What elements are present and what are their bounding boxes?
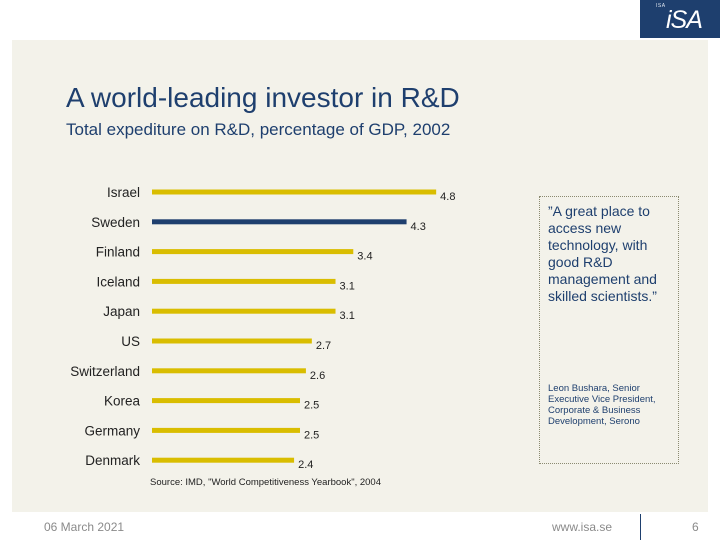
category-label-iceland: Iceland	[96, 274, 140, 289]
value-label-finland: 3.4	[357, 251, 372, 263]
bar-sweden	[152, 219, 407, 225]
bar-germany	[152, 427, 300, 433]
category-label-finland: Finland	[96, 245, 140, 260]
category-label-switzerland: Switzerland	[70, 364, 140, 379]
bar-israel	[152, 189, 437, 195]
bar-korea	[152, 398, 300, 404]
value-label-korea: 2.5	[304, 400, 319, 412]
category-label-korea: Korea	[104, 394, 141, 409]
bar-japan	[152, 308, 336, 314]
chart-subtitle: Total expediture on R&D, percentage of G…	[66, 120, 451, 139]
value-label-switzerland: 2.6	[310, 370, 325, 382]
bar-us	[152, 338, 312, 344]
category-label-sweden: Sweden	[91, 215, 140, 230]
value-label-japan: 3.1	[340, 310, 355, 322]
category-label-japan: Japan	[103, 304, 140, 319]
footer-date: 06 March 2021	[44, 520, 125, 534]
content-panel	[12, 40, 708, 512]
bar-denmark	[152, 457, 295, 463]
bar-finland	[152, 249, 354, 255]
logo-small-text: ISA	[656, 3, 666, 9]
isa-logo: ISA iSA	[640, 0, 720, 38]
category-label-denmark: Denmark	[85, 453, 140, 468]
quote-box: ”A great place to access new technology,…	[539, 196, 679, 464]
category-label-us: US	[121, 334, 140, 349]
footer-url[interactable]: www.isa.se	[552, 520, 613, 534]
page-title: A world-leading investor in R&D	[66, 82, 460, 113]
quote-author: Leon Bushara, Senior Executive Vice Pres…	[548, 383, 656, 427]
value-label-israel: 4.8	[440, 191, 455, 203]
quote-text: ”A great place to access new technology,…	[548, 203, 657, 304]
value-label-iceland: 3.1	[340, 280, 355, 292]
value-label-denmark: 2.4	[298, 459, 313, 471]
bar-iceland	[152, 278, 336, 284]
footer-divider	[640, 514, 641, 540]
page-number: 6	[692, 520, 699, 534]
value-label-sweden: 4.3	[411, 221, 426, 233]
logo-text: iSA	[666, 6, 703, 34]
category-label-israel: Israel	[107, 185, 140, 200]
chart-source: Source: IMD, "World Competitiveness Year…	[150, 477, 381, 488]
bar-switzerland	[152, 368, 306, 374]
value-label-us: 2.7	[316, 340, 331, 352]
value-label-germany: 2.5	[304, 429, 319, 441]
category-label-germany: Germany	[84, 423, 140, 438]
